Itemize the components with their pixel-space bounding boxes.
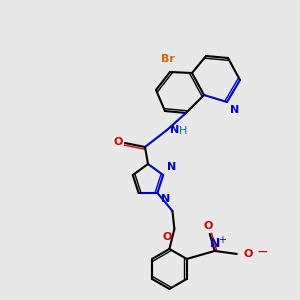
- Text: Br: Br: [161, 54, 175, 64]
- Text: +: +: [218, 235, 226, 245]
- Text: N: N: [209, 237, 220, 250]
- Text: N: N: [167, 162, 176, 172]
- Text: −: −: [257, 245, 268, 259]
- Text: O: O: [203, 221, 212, 231]
- Text: N: N: [230, 105, 239, 115]
- Text: N: N: [161, 194, 171, 204]
- Text: O: O: [244, 249, 253, 259]
- Text: H: H: [179, 126, 188, 136]
- Text: O: O: [113, 137, 123, 147]
- Text: N: N: [170, 125, 179, 135]
- Text: O: O: [163, 232, 172, 242]
